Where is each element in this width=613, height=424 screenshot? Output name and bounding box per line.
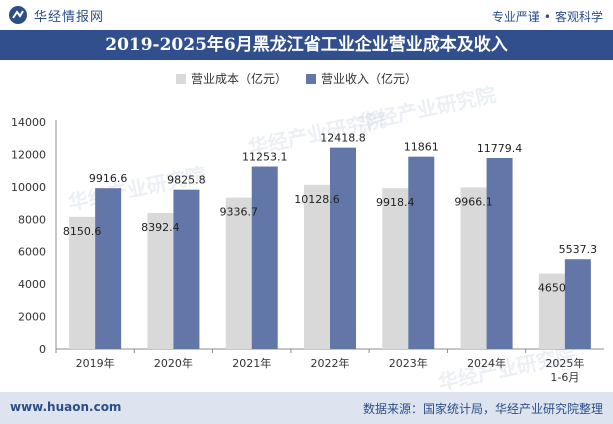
x-tick-label-0: 2019年 xyxy=(76,356,115,370)
x-tick-label-5: 2024年 xyxy=(467,356,506,370)
bar-0-3 xyxy=(304,184,330,349)
value-label-cost-1: 8392.4 xyxy=(141,221,180,234)
tagline-separator-icon: • xyxy=(543,10,551,24)
top-bar: 华经情报网 专业严谨 • 客观科学 xyxy=(0,0,613,30)
bar-0-6 xyxy=(538,273,565,349)
value-label-income-6: 5537.3 xyxy=(559,243,598,256)
x-tick-label-3: 2022年 xyxy=(311,356,350,370)
x-tick-label-4: 2023年 xyxy=(389,356,428,370)
title-bar: 2019-2025年6月黑龙江省工业企业营业成本及收入 xyxy=(0,30,613,60)
y-tick-label-0: 0 xyxy=(39,343,46,356)
value-label-income-0: 9916.6 xyxy=(89,172,128,185)
x-tick-label-1: 2020年 xyxy=(154,356,193,370)
y-tick-label-7: 14000 xyxy=(11,116,46,129)
legend-label-1: 营业收入（亿元） xyxy=(321,71,417,86)
value-label-income-1: 9825.8 xyxy=(167,174,206,187)
watermark-2: 华经产业研究院 xyxy=(356,82,498,135)
x-tick-label-6: 2025年 1-6月 xyxy=(545,356,584,384)
value-label-cost-3: 10128.6 xyxy=(294,193,340,206)
bar-1-3 xyxy=(330,147,356,349)
y-tick-label-4: 8000 xyxy=(18,213,46,226)
bar-0-0 xyxy=(69,216,96,349)
value-label-income-5: 11779.4 xyxy=(477,142,523,155)
y-tick-label-2: 4000 xyxy=(18,278,46,291)
tagline-left: 专业严谨 xyxy=(491,10,540,24)
value-label-cost-4: 9918.4 xyxy=(376,196,415,209)
y-tick-label-1: 2000 xyxy=(18,311,46,324)
bar-1-2 xyxy=(251,166,278,349)
bar-1-1 xyxy=(173,189,200,349)
value-label-cost-2: 9336.7 xyxy=(219,206,258,219)
bar-1-4 xyxy=(408,156,435,349)
y-tick-label-3: 6000 xyxy=(18,246,46,259)
value-label-cost-0: 8150.6 xyxy=(63,225,102,238)
tagline-right: 客观科学 xyxy=(554,10,603,24)
x-tick-label-2: 2021年 xyxy=(232,356,271,370)
value-label-income-3: 12418.8 xyxy=(320,132,366,145)
value-label-cost-5: 9966.1 xyxy=(454,195,493,208)
brand-logo-icon xyxy=(9,6,27,24)
bar-0-1 xyxy=(147,212,174,349)
footer-source: 数据来源：国家统计局，华经产业研究院整理 xyxy=(362,402,603,416)
bar-1-6 xyxy=(564,259,591,349)
tagline: 专业严谨 • 客观科学 xyxy=(492,8,603,25)
y-tick-label-5: 10000 xyxy=(11,181,46,194)
legend-label-0: 营业成本（亿元） xyxy=(191,71,287,86)
bar-0-2 xyxy=(225,197,252,349)
legend-swatch-0 xyxy=(176,74,186,84)
bar-0-4 xyxy=(382,188,409,349)
brand-name: 华经情报网 xyxy=(34,9,105,25)
bar-0-5 xyxy=(460,187,487,349)
value-label-income-4: 11861 xyxy=(404,141,439,154)
chart-title: 2019-2025年6月黑龙江省工业企业营业成本及收入 xyxy=(105,35,508,55)
value-label-income-2: 11253.1 xyxy=(242,151,288,164)
bar-1-5 xyxy=(486,158,513,349)
bar-1-0 xyxy=(95,188,122,349)
y-tick-label-6: 12000 xyxy=(11,148,46,161)
brand: 华经情报网 xyxy=(8,6,105,25)
value-label-cost-6: 4650 xyxy=(538,282,566,295)
footer: www.huaon.com 数据来源：国家统计局，华经产业研究院整理 xyxy=(0,392,613,424)
legend-swatch-1 xyxy=(306,74,316,84)
footer-url[interactable]: www.huaon.com xyxy=(10,400,122,414)
